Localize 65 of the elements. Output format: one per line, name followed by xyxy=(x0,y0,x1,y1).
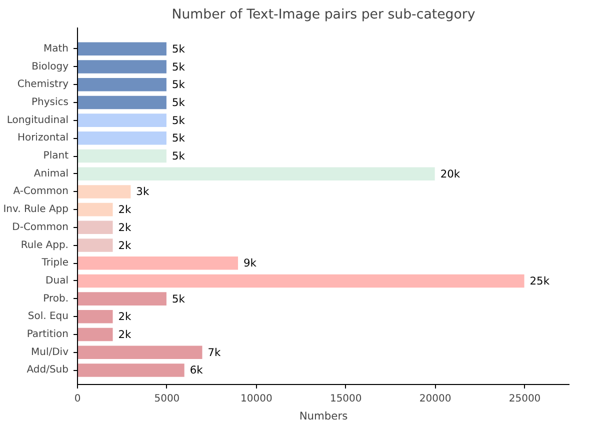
data-label: 5k xyxy=(172,292,186,306)
y-tick-label: Animal xyxy=(34,168,69,180)
data-label: 7k xyxy=(208,346,222,359)
y-tick-label: Dual xyxy=(46,275,69,286)
bar xyxy=(78,273,526,289)
y-tick-label: Longitudinal xyxy=(6,114,69,126)
data-label: 5k xyxy=(172,42,186,56)
x-tick-label: 20000 xyxy=(419,394,452,404)
bar xyxy=(78,202,114,218)
data-label: 5k xyxy=(172,114,186,127)
data-label: 2k xyxy=(118,220,132,234)
y-tick-label: D-Common xyxy=(12,222,69,233)
data-label: 2k xyxy=(118,238,132,252)
bar xyxy=(78,291,168,306)
y-tick-label: Add/Sub xyxy=(26,364,69,376)
bar xyxy=(78,148,168,164)
y-tick-label: Horizontal xyxy=(17,132,69,144)
y-tick-label: A-Common xyxy=(13,186,69,198)
bar xyxy=(78,166,436,182)
data-label: 20k xyxy=(440,167,461,180)
bar xyxy=(78,344,204,360)
bar xyxy=(78,59,168,74)
y-tick-label: Inv. Rule App xyxy=(3,204,69,216)
bar xyxy=(78,238,114,253)
y-tick-label: Math xyxy=(43,43,68,54)
data-label: 3k xyxy=(136,185,150,198)
y-tick-label: Prob. xyxy=(43,293,68,304)
data-label: 9k xyxy=(244,256,258,270)
bar xyxy=(78,41,168,57)
bar xyxy=(78,130,168,146)
y-tick-label: Biology xyxy=(32,61,69,72)
y-tick-label: Physics xyxy=(32,96,68,108)
bar xyxy=(78,112,168,128)
bar xyxy=(78,255,240,271)
bar xyxy=(78,220,114,236)
y-tick-label: Sol. Equ xyxy=(28,311,69,322)
data-label: 25k xyxy=(530,274,550,288)
data-label: 2k xyxy=(118,203,132,216)
y-tick-label: Chemistry xyxy=(17,79,69,90)
data-label: 5k xyxy=(172,132,186,145)
data-label: 5k xyxy=(172,60,186,74)
bar xyxy=(78,309,114,324)
bar xyxy=(78,76,168,92)
x-tick-label: 15000 xyxy=(330,394,362,404)
x-tick-label: 0 xyxy=(74,394,81,404)
y-tick-label: Mul/Div xyxy=(30,346,69,358)
y-tick-label: Plant xyxy=(43,150,69,162)
data-label: 2k xyxy=(118,328,132,342)
data-label: 5k xyxy=(172,150,186,163)
data-label: 5k xyxy=(172,96,186,109)
x-tick-label: 5000 xyxy=(154,394,180,404)
y-tick-label: Rule App. xyxy=(20,240,69,251)
data-label: 2k xyxy=(118,310,132,324)
bar xyxy=(78,94,168,110)
data-label: 6k xyxy=(190,364,204,377)
bar xyxy=(78,184,132,200)
bar xyxy=(78,362,186,378)
y-tick-label: Partition xyxy=(26,329,69,340)
x-tick-label: 25000 xyxy=(508,394,541,404)
x-tick-label: 10000 xyxy=(240,394,272,404)
y-tick-label: Triple xyxy=(40,258,69,269)
bar xyxy=(78,326,114,342)
x-axis-title: Numbers xyxy=(299,410,348,422)
data-label: 5k xyxy=(172,78,186,92)
chart-title: Number of Text-Image pairs per sub-category xyxy=(172,8,476,22)
